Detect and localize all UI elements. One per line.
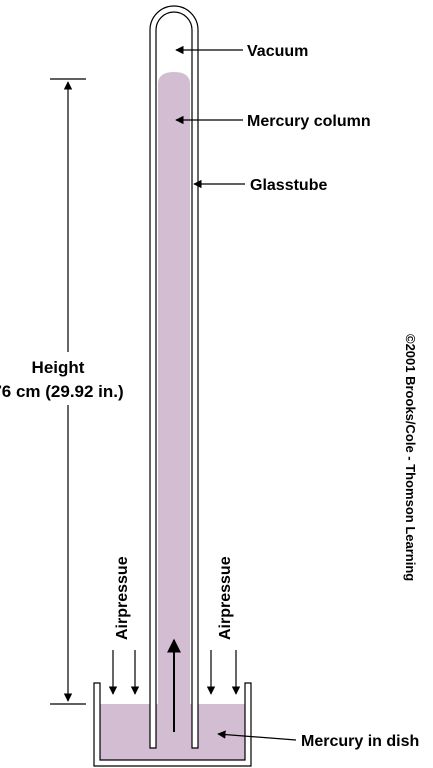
glass-tube [149, 5, 199, 749]
mercury-column [158, 72, 190, 748]
height-value-label: 76 cm (29.92 in.) [0, 382, 124, 401]
mercury-column-label: Mercury column [247, 113, 371, 130]
copyright-credit: ©2001 Brooks/Cole - Thomson Learning [403, 334, 418, 581]
air-pressure-left: Airpressue [108, 556, 140, 695]
glass-tube-label: Glasstube [250, 177, 327, 194]
air-pressure-left-label: Airpressue [114, 556, 131, 640]
air-pressure-right-label: Airpressue [217, 556, 234, 640]
height-dimension: Height 76 cm (29.92 in.) [0, 78, 124, 705]
vacuum-label: Vacuum [247, 43, 308, 60]
mercury-in-dish-leader [217, 730, 297, 741]
glass-tube-outline [149, 5, 199, 749]
mercury-in-dish-label: Mercury in dish [301, 733, 419, 750]
dish-outline [93, 682, 252, 767]
air-pressure-right: Airpressue [206, 556, 241, 695]
height-label: Height [32, 358, 85, 377]
